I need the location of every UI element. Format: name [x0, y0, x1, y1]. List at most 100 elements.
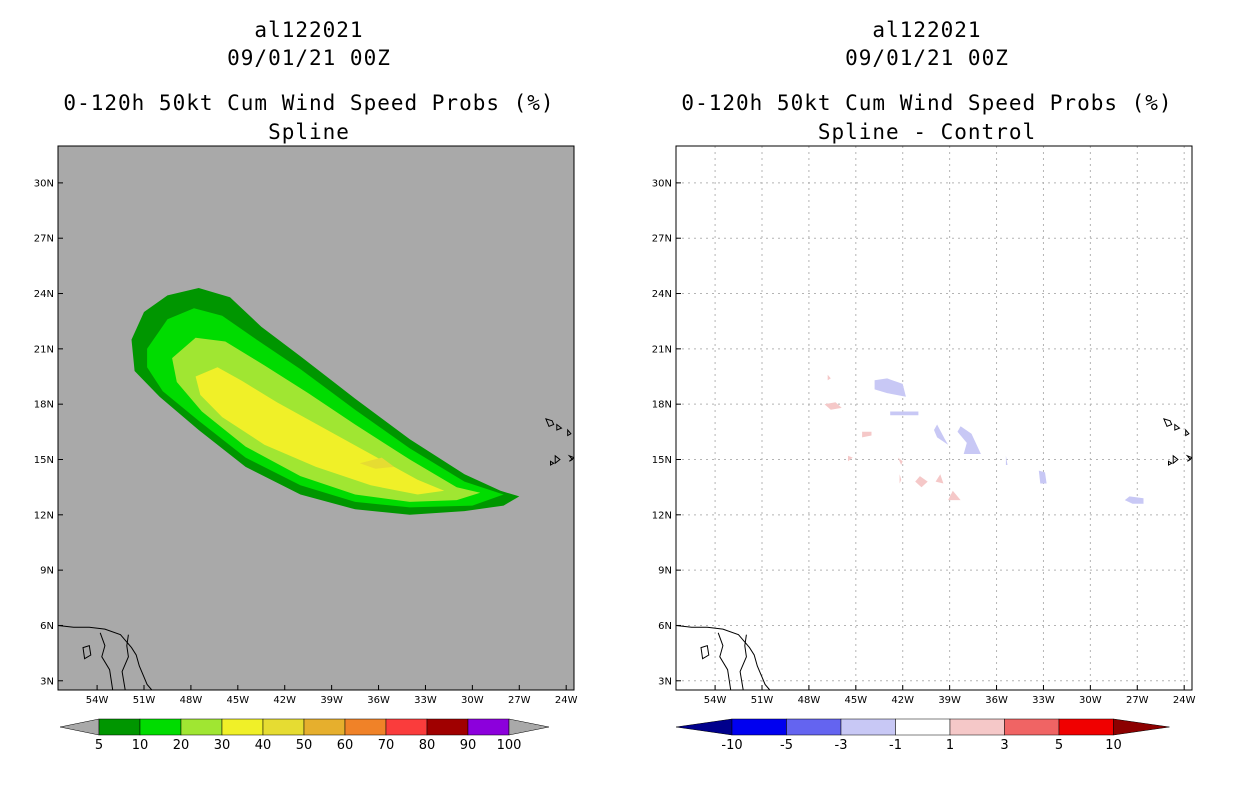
colorbar-label: 5 [95, 738, 103, 753]
panel-spline: al122021 09/01/21 00Z 0-120h 50kt Cum Wi… [34, 18, 578, 753]
diff-patch [915, 476, 928, 488]
coastline-cape-verde-island [567, 428, 572, 437]
colorbar-under-arrow [59, 718, 100, 736]
lat-tick-label: 9N [658, 566, 672, 577]
coastline-cape-verde-island [1185, 428, 1190, 437]
colorbar-label: 70 [378, 738, 395, 753]
colorbar-swatch [840, 718, 896, 736]
coastline-cape-verde-island [545, 418, 555, 427]
lon-tick-label: 36W [985, 695, 1008, 706]
datetime-label: 09/01/21 00Z [845, 46, 1009, 70]
colorbar-label: 40 [255, 738, 272, 753]
lon-tick-label: 33W [1032, 695, 1055, 706]
coastline-cape-verde-island [1163, 418, 1173, 427]
chart-title: 0-120h 50kt Cum Wind Speed Probs (%) [681, 91, 1173, 115]
colorbar-label: 30 [214, 738, 231, 753]
colorbar-swatch [426, 718, 469, 736]
diff-patch [935, 474, 944, 484]
lat-tick-label: 15N [34, 455, 54, 466]
chart-subtitle: Spline - Control [817, 120, 1037, 144]
coastline-cape-verde-island [1172, 454, 1179, 465]
diff-patch [824, 402, 842, 410]
lon-tick-label: 27W [508, 695, 531, 706]
colorbar-label: 50 [296, 738, 313, 753]
colorbar-swatch [731, 718, 787, 736]
lat-tick-label: 21N [652, 344, 672, 355]
lon-tick-label: 33W [414, 695, 437, 706]
colorbar-label: -1 [889, 738, 902, 753]
lon-tick-label: 24W [555, 695, 578, 706]
coastline-lake [700, 645, 710, 660]
lat-tick-label: 3N [658, 676, 672, 687]
colorbar-swatch [949, 718, 1005, 736]
colorbar-swatch [221, 718, 264, 736]
colorbar-swatch [1004, 718, 1060, 736]
colorbar-swatch [1058, 718, 1114, 736]
coastline-cape-verde-island [550, 460, 555, 466]
colorbar-over-arrow [508, 718, 550, 736]
lat-tick-label: 21N [34, 344, 54, 355]
lat-tick-label: 6N [658, 621, 672, 632]
lon-tick-label: 54W [86, 695, 109, 706]
colorbar-label: 10 [1105, 738, 1122, 753]
lat-tick-label: 27N [34, 234, 54, 245]
lat-tick-label: 15N [652, 455, 672, 466]
plot-frame [675, 145, 1193, 691]
lon-tick-label: 42W [891, 695, 914, 706]
panel-spline-minus-control: al122021 09/01/21 00Z 0-120h 50kt Cum Wi… [618, 0, 1236, 800]
colorbar-swatch [786, 718, 842, 736]
datetime-label: 09/01/21 00Z [227, 46, 391, 70]
colorbar-label: 80 [419, 738, 436, 753]
diff-patch [1124, 496, 1144, 504]
lon-tick-label: 39W [938, 695, 961, 706]
coastline-south-america [58, 625, 153, 690]
lat-tick-label: 30N [652, 178, 672, 189]
colorbar-swatch [139, 718, 182, 736]
coastline-border [739, 634, 747, 690]
chart-title: 0-120h 50kt Cum Wind Speed Probs (%) [63, 91, 555, 115]
diff-patch [862, 431, 872, 438]
lat-tick-label: 12N [34, 510, 54, 521]
diff-patch [848, 455, 853, 462]
lon-tick-label: 51W [133, 695, 156, 706]
colorbar-label: 60 [337, 738, 354, 753]
lat-tick-label: 18N [34, 400, 54, 411]
plot-frame [57, 145, 575, 691]
colorbar-label: 3 [1000, 738, 1008, 753]
lon-tick-label: 45W [845, 695, 868, 706]
colorbar-swatch [98, 718, 141, 736]
lon-tick-label: 54W [704, 695, 727, 706]
lat-tick-label: 18N [652, 400, 672, 411]
lat-tick-label: 9N [40, 566, 54, 577]
colorbar-label: 10 [132, 738, 149, 753]
colorbar-swatch [303, 718, 346, 736]
coastline-river [99, 632, 114, 690]
lat-tick-label: 3N [40, 676, 54, 687]
coastline-cape-verde-island [554, 454, 561, 465]
diff-patch [957, 426, 981, 454]
colorbar-label: 5 [1055, 738, 1063, 753]
diff-patch [874, 378, 906, 397]
lon-tick-label: 30W [461, 695, 484, 706]
coastline-south-america [676, 625, 771, 690]
coastline-river [717, 632, 732, 690]
colorbar-label: 90 [460, 738, 477, 753]
coastline-cape-verde-island [1185, 454, 1192, 462]
plot-content [676, 146, 1192, 690]
coastline-cape-verde-island [567, 454, 574, 462]
lon-tick-label: 48W [180, 695, 203, 706]
colorbar-swatch [344, 718, 387, 736]
colorbar-label: -5 [780, 738, 793, 753]
colorbar-swatch [385, 718, 428, 736]
colorbar-swatch [180, 718, 223, 736]
coastline-lake [82, 645, 92, 660]
lon-tick-label: 45W [227, 695, 250, 706]
lat-tick-label: 30N [34, 178, 54, 189]
diff-patch [934, 424, 949, 445]
coastline-cape-verde-island [1174, 423, 1181, 431]
diff-patch [948, 490, 961, 501]
diff-patch [898, 457, 903, 465]
lat-tick-label: 27N [652, 234, 672, 245]
lat-tick-label: 24N [652, 289, 672, 300]
prob-contour-40 [359, 457, 395, 469]
